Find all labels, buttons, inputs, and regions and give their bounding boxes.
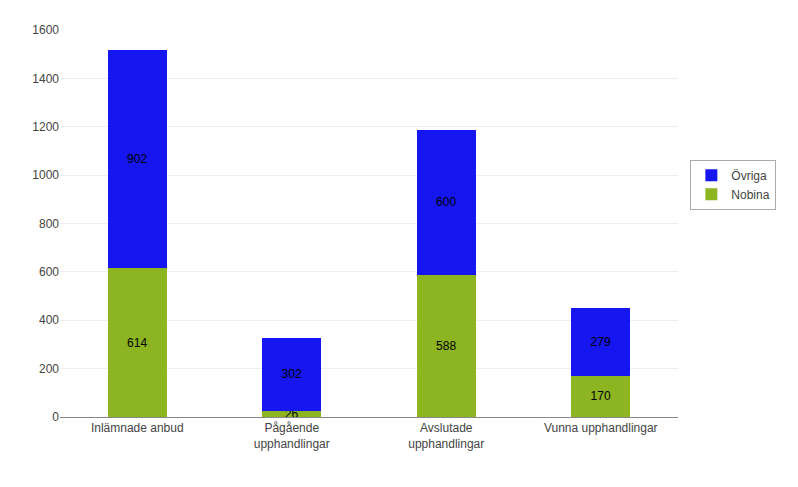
svg-text:1000: 1000 [32,168,59,182]
svg-text:Vunna upphandlingar: Vunna upphandlingar [544,421,658,435]
svg-text:0: 0 [52,410,59,424]
svg-text:Avslutadeupphandlingar: Avslutadeupphandlingar [408,421,484,451]
svg-text:26: 26 [285,407,299,421]
svg-text:Nobina: Nobina [731,188,769,202]
svg-text:200: 200 [39,362,59,376]
svg-text:Pågåendeupphandlingar: Pågåendeupphandlingar [254,421,330,451]
svg-text:1600: 1600 [32,23,59,37]
svg-text:1400: 1400 [32,72,59,86]
svg-text:600: 600 [39,265,59,279]
svg-text:800: 800 [39,217,59,231]
svg-text:1200: 1200 [32,120,59,134]
svg-text:614: 614 [127,336,147,350]
svg-text:902: 902 [127,152,147,166]
svg-text:Inlämnade anbud: Inlämnade anbud [91,421,184,435]
svg-text:302: 302 [282,367,302,381]
svg-text:600: 600 [436,195,456,209]
svg-text:400: 400 [39,313,59,327]
svg-text:Övriga: Övriga [731,169,767,183]
svg-text:588: 588 [436,339,456,353]
svg-text:279: 279 [591,335,611,349]
svg-text:170: 170 [591,389,611,403]
